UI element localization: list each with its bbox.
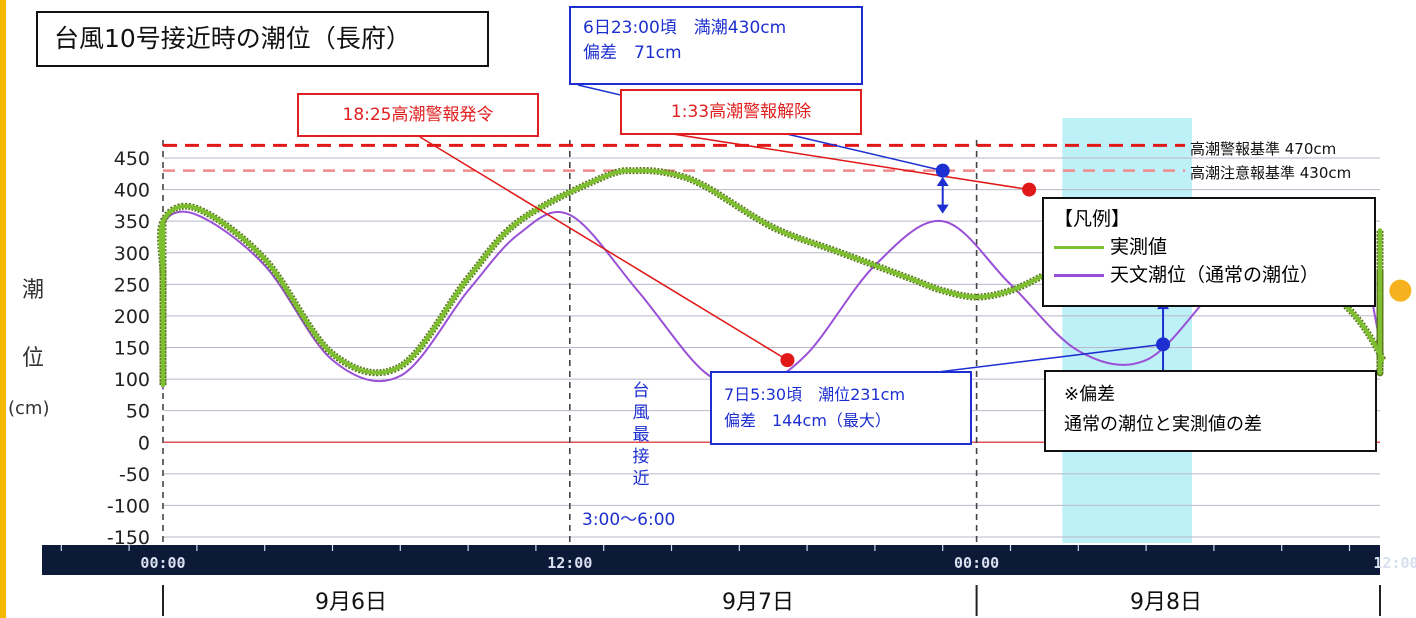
legend-astronomical-label: 天文潮位（通常の潮位） bbox=[1110, 264, 1320, 286]
date-label-6: 9月6日 bbox=[315, 590, 387, 615]
y-tick-label: 250 bbox=[114, 274, 150, 296]
x-tick-label: 12:00 bbox=[547, 554, 592, 572]
typhoon-closest-label: 台風最接近 bbox=[632, 381, 650, 489]
legend-measured-label: 実測値 bbox=[1110, 236, 1168, 258]
max-line1: 7日5:30頃 潮位231cm bbox=[724, 385, 906, 404]
measured-series bbox=[158, 168, 1385, 388]
note-line1: ※偏差 bbox=[1064, 384, 1116, 405]
marker-point bbox=[935, 163, 950, 178]
issue-leader-line bbox=[419, 136, 788, 361]
legend: 【凡例】 実測値 天文潮位（通常の潮位） bbox=[1042, 197, 1376, 307]
y-tick-label: 300 bbox=[114, 243, 150, 265]
note-line2: 通常の潮位と実測値の差 bbox=[1064, 414, 1262, 435]
legend-astronomical-swatch bbox=[1054, 273, 1104, 277]
deviation-note: ※偏差 通常の潮位と実測値の差 bbox=[1044, 370, 1377, 452]
peak-line2: 偏差 71cm bbox=[583, 43, 682, 63]
date-label-8: 9月8日 bbox=[1130, 590, 1202, 615]
peak-deviation-arrow-head-up bbox=[936, 176, 949, 186]
chart-title: 台風10号接近時の潮位（長府） bbox=[36, 11, 489, 67]
warning-threshold-label: 高潮警報基準 470cm bbox=[1190, 140, 1337, 158]
peak-deviation-arrow-head-down bbox=[936, 204, 949, 214]
max-line2: 偏差 144cm（最大） bbox=[724, 411, 891, 430]
x-tick-label: 00:00 bbox=[954, 554, 999, 572]
y-axis-unit: (cm) bbox=[8, 398, 50, 419]
marker-point bbox=[1022, 182, 1037, 197]
y-tick-label: 200 bbox=[114, 306, 150, 328]
y-tick-label: -50 bbox=[119, 464, 150, 486]
peak-annotation: 6日23:00頃 満潮430cm 偏差 71cm bbox=[569, 6, 863, 85]
time-axis-bar bbox=[42, 545, 1380, 575]
y-tick-label: 0 bbox=[138, 432, 150, 454]
y-tick-label: 400 bbox=[114, 180, 150, 202]
y-tick-label: 50 bbox=[126, 401, 150, 423]
x-tick-label: 12:00 bbox=[1373, 554, 1416, 572]
marker-point bbox=[1389, 279, 1412, 302]
marker-point bbox=[1156, 337, 1171, 352]
left-accent-bar bbox=[0, 0, 6, 618]
peak-line1: 6日23:00頃 満潮430cm bbox=[583, 18, 787, 38]
marker-point bbox=[780, 353, 795, 368]
warning-cancelled-annotation: 1:33高潮警報解除 bbox=[620, 89, 862, 135]
y-tick-label: 100 bbox=[114, 369, 150, 391]
date-label-7: 9月7日 bbox=[722, 590, 794, 615]
y-tick-label: -150 bbox=[107, 527, 150, 549]
legend-measured-swatch bbox=[1054, 245, 1104, 249]
y-axis-label-char2: 位 bbox=[22, 346, 45, 371]
y-tick-label: 350 bbox=[114, 211, 150, 233]
typhoon-time-label: 3:00〜6:00 bbox=[582, 510, 676, 530]
x-tick-label: 00:00 bbox=[140, 554, 185, 572]
y-tick-label: 450 bbox=[114, 148, 150, 170]
advisory-threshold-label: 高潮注意報基準 430cm bbox=[1190, 164, 1352, 182]
y-tick-label: -100 bbox=[107, 495, 150, 517]
legend-heading: 【凡例】 bbox=[1054, 208, 1131, 230]
y-axis-label-char1: 潮 bbox=[22, 278, 45, 303]
cancel-leader-line bbox=[627, 126, 1030, 191]
max-deviation-annotation: 7日5:30頃 潮位231cm 偏差 144cm（最大） bbox=[710, 371, 972, 445]
warning-issued-annotation: 18:25高潮警報発令 bbox=[297, 93, 539, 137]
y-tick-label: 150 bbox=[114, 338, 150, 360]
typhoon-band bbox=[1062, 118, 1192, 543]
